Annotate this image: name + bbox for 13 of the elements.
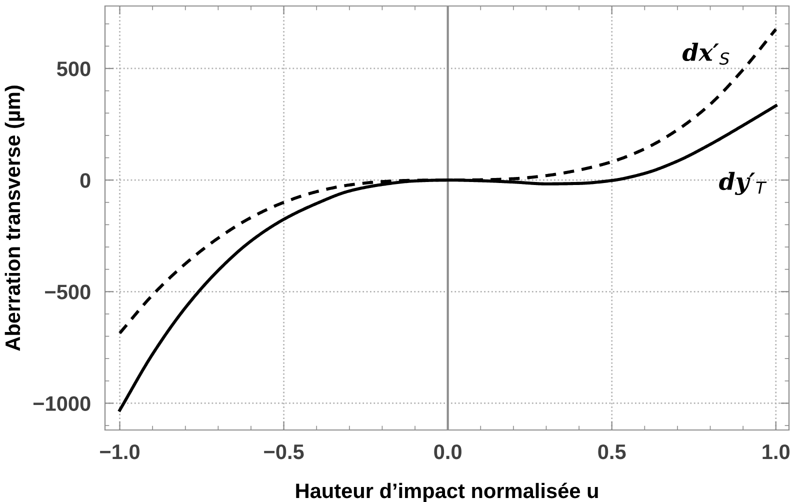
x-tick-label: −1.0	[100, 444, 140, 460]
x-axis-title: Hauteur d’impact normalisée u	[296, 482, 598, 502]
y-tick-label: 0	[80, 173, 90, 188]
y-axis-title: Aberration transverse (µm)	[4, 86, 24, 351]
x-tick-label: 0.5	[598, 444, 626, 460]
x-tick-label: −0.5	[264, 444, 304, 460]
annotation: dx′$_{S}$	[682, 42, 730, 65]
y-tick-label: −500	[45, 284, 90, 300]
x-tick-label: 0.0	[434, 444, 462, 460]
x-tick-label: 1.0	[762, 444, 790, 460]
y-tick-label: 500	[56, 61, 90, 76]
annotation: dy′$_{T}$	[719, 172, 767, 196]
y-tick-label: −1000	[33, 396, 90, 411]
